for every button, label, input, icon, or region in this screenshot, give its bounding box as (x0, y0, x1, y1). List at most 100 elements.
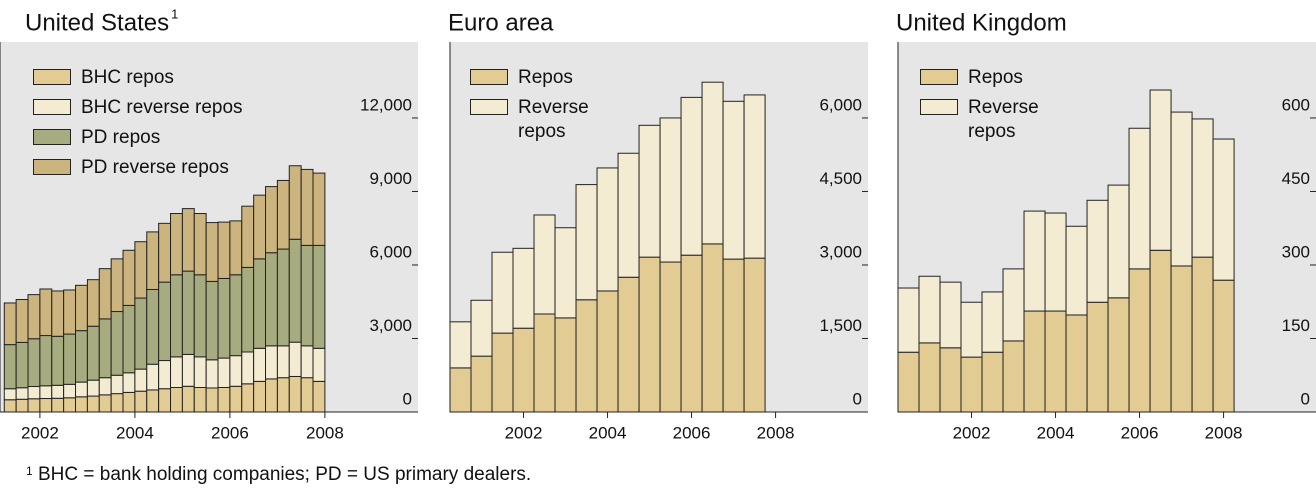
bar (533, 313, 556, 413)
bar (193, 356, 207, 388)
legend-label: PD reverse repos (81, 157, 229, 178)
bar (75, 381, 88, 398)
bar (27, 294, 41, 340)
bar (86, 325, 100, 381)
bar (15, 299, 29, 343)
panel-title: Euro area (448, 9, 554, 36)
bar (981, 291, 1004, 353)
bar (1086, 199, 1109, 303)
legend: Repos Reverse repos (470, 66, 613, 150)
bar (1212, 279, 1235, 413)
legend-swatch (33, 69, 71, 85)
x-tick-label: 2004 (589, 423, 627, 442)
bar (939, 347, 962, 413)
legend-label: PD repos (81, 127, 161, 148)
bar (253, 347, 267, 382)
bar (449, 367, 472, 413)
bar (512, 327, 535, 413)
x-tick-label: 2008 (1205, 423, 1243, 442)
y-tick-label: 3,000 (369, 316, 412, 335)
bar (146, 288, 160, 365)
bar (1149, 89, 1172, 251)
bar (701, 243, 724, 413)
legend-label: Reverse repos (968, 97, 1039, 142)
bar (1023, 210, 1046, 312)
bar (1107, 297, 1130, 413)
bar (39, 335, 53, 387)
bar (110, 374, 124, 395)
bar (158, 222, 172, 283)
bar (1023, 310, 1046, 413)
bar (39, 385, 53, 400)
bar (134, 297, 148, 370)
bar (146, 231, 160, 290)
x-tick-label: 2006 (1121, 423, 1159, 442)
footnote-marker: 1 (26, 464, 33, 478)
bar (918, 275, 941, 344)
bar (241, 351, 255, 385)
bar (300, 377, 314, 413)
x-tick-label: 2004 (116, 423, 154, 442)
legend-item: Reverse repos (470, 96, 613, 144)
bar (3, 344, 17, 390)
title-note: 1 (171, 6, 178, 21)
x-tick-label: 2006 (211, 423, 249, 442)
bar (1065, 314, 1088, 413)
bar (1044, 212, 1067, 312)
bar (1170, 265, 1193, 413)
bar (134, 368, 148, 392)
bar (134, 241, 148, 299)
bar (276, 377, 290, 413)
legend-label: Repos (968, 67, 1023, 88)
bar (554, 317, 577, 413)
legend-swatch (33, 159, 71, 175)
bar (181, 385, 195, 413)
bar (617, 276, 640, 413)
bar (1044, 310, 1067, 413)
bar (27, 338, 41, 388)
bar (122, 391, 136, 413)
x-tick-label: 2004 (1037, 423, 1075, 442)
bar (265, 345, 278, 380)
bar (960, 301, 983, 358)
bar (265, 252, 278, 347)
bar (659, 117, 682, 263)
bar (1191, 118, 1214, 258)
bar (288, 341, 302, 377)
legend-swatch (33, 129, 71, 145)
bar (981, 351, 1004, 413)
legend-swatch (470, 69, 508, 85)
bar (1086, 301, 1109, 413)
bar (217, 221, 231, 279)
bar (617, 152, 640, 278)
bar (86, 395, 100, 413)
bar (1212, 138, 1235, 281)
bar (27, 398, 41, 413)
bar (75, 396, 88, 413)
bar (205, 222, 219, 282)
bar (170, 213, 183, 276)
bar (918, 342, 941, 413)
bar (1002, 340, 1025, 413)
legend-swatch (920, 99, 958, 115)
bar (1128, 268, 1151, 413)
bar (110, 393, 124, 413)
bar (122, 304, 136, 374)
bar (1107, 184, 1130, 299)
bar (27, 386, 41, 400)
bar (193, 386, 207, 413)
panel-title: United Kingdom (896, 9, 1067, 36)
bar (470, 355, 493, 413)
legend-swatch (33, 99, 71, 115)
bar (98, 268, 112, 320)
legend-label: Repos (518, 67, 573, 88)
bar (241, 266, 255, 353)
bar (575, 299, 598, 413)
bar (170, 386, 183, 413)
bar (1170, 111, 1193, 267)
bar (205, 359, 219, 389)
bar (680, 96, 703, 256)
bar (312, 244, 326, 349)
bar (288, 375, 302, 413)
y-tick-label: 4,500 (819, 169, 862, 188)
